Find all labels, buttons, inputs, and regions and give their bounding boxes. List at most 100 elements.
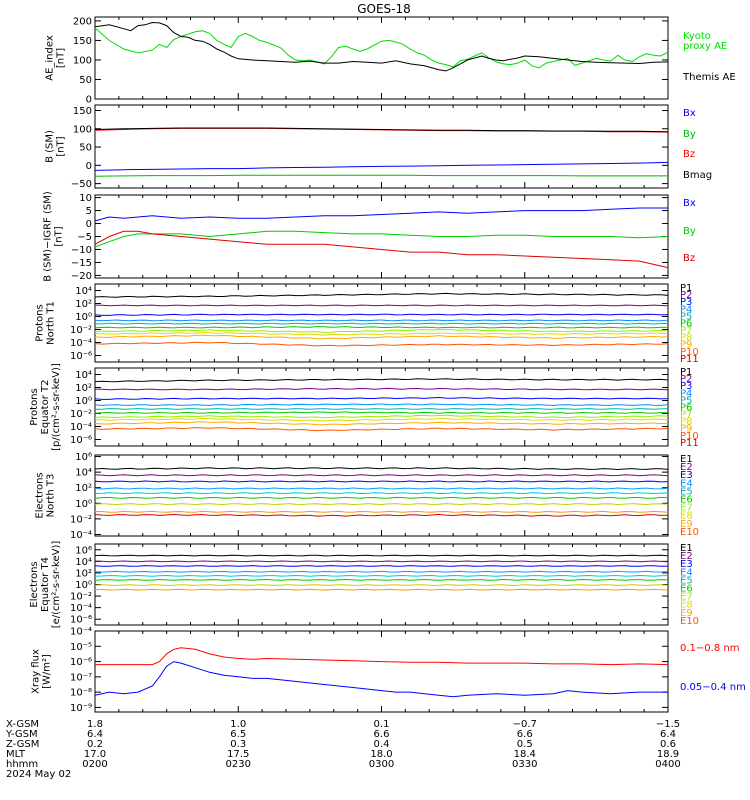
series-line — [94, 496, 669, 499]
y-tick-label: 10⁻² — [70, 409, 92, 420]
y-tick-label: 10⁻² — [70, 514, 92, 525]
y-tick-label: 10⁻⁴ — [70, 603, 92, 614]
footer-value: 17.0 — [84, 749, 106, 760]
footer-value: 0230 — [226, 759, 251, 770]
legend-label: P1 — [680, 367, 692, 378]
series-line — [94, 492, 669, 495]
y-tick-label: 10⁰ — [75, 580, 92, 591]
y-tick-label: 10⁴ — [75, 557, 92, 568]
y-axis-label: Electrons — [29, 561, 40, 607]
panel-5: 10⁴ 10² 10⁰ 10⁻² 10⁻⁴ 10⁻⁶ Protons Equator T2 [p… — [29, 363, 699, 451]
legend-label: E7 — [680, 503, 693, 514]
series-line — [94, 414, 669, 419]
footer-row-label: Z-GSM — [6, 739, 39, 750]
y-tick-label: 10⁶ — [75, 452, 92, 463]
series-line — [94, 503, 669, 506]
y-tick-label: 10⁻⁴ — [70, 530, 92, 541]
y-axis-label: Equator T4 — [40, 557, 51, 612]
legend-label: Bz — [683, 253, 695, 264]
y-axis-label: Protons — [29, 388, 40, 425]
legend-label: E8 — [680, 511, 693, 522]
legend-label: P11 — [680, 438, 699, 449]
legend-label: E6 — [680, 584, 693, 595]
legend-label: P3 — [680, 381, 692, 392]
y-tick-label: 10⁻⁴ — [70, 422, 92, 433]
panel-4: 10⁴ 10² 10⁰ 10⁻² 10⁻⁴ 10⁻⁶ Protons North T1 P1P2… — [35, 283, 699, 365]
legend-label: P6 — [680, 318, 692, 329]
y-tick-label: 10⁻⁷ — [70, 672, 92, 683]
series-line — [94, 328, 669, 333]
series-line — [94, 574, 669, 577]
y-tick-label: 10⁻⁶ — [70, 657, 92, 668]
footer-value: 6.4 — [87, 729, 103, 740]
legend-label: E9 — [680, 608, 693, 619]
footer-row-label: MLT — [6, 749, 26, 760]
footer-value: 18.9 — [657, 749, 679, 760]
y-axis-label: AE_index — [45, 35, 56, 81]
series-line — [94, 411, 669, 414]
series-line — [94, 230, 669, 269]
series-line — [94, 230, 669, 248]
y-axis-label: [nT] — [56, 48, 67, 68]
y-tick-label: −15 — [71, 258, 92, 269]
footer-value: 0200 — [82, 759, 107, 770]
legend-label: E1 — [680, 543, 693, 554]
y-tick-label: 100 — [73, 124, 92, 135]
legend-label: E2 — [680, 462, 693, 473]
legend-label: E4 — [680, 478, 693, 489]
legend-label: Bz — [683, 149, 695, 160]
legend-label: 0.05−0.4 nm — [680, 682, 746, 693]
footer-value: 17.5 — [227, 749, 249, 760]
y-tick-label: 10⁻⁴ — [70, 338, 92, 349]
y-tick-label: 10⁻⁶ — [70, 351, 92, 362]
series-line — [94, 21, 669, 72]
y-tick-label: 10² — [75, 568, 92, 579]
legend-label: P4 — [680, 304, 692, 315]
series-line — [95, 588, 669, 591]
footer-value: −1.5 — [656, 719, 680, 730]
y-tick-label: 10⁻² — [70, 592, 92, 603]
y-axis-label: [W/m²] — [42, 654, 53, 689]
legend-label: E6 — [680, 495, 693, 506]
legend-label: E3 — [680, 470, 693, 481]
series-line — [94, 326, 669, 329]
y-tick-label: 150 — [73, 106, 92, 117]
legend-label: Bx — [683, 198, 696, 209]
y-tick-label: 0 — [86, 161, 92, 172]
footer-value: 18.0 — [370, 749, 392, 760]
y-tick-label: 100 — [73, 55, 92, 66]
legend-label: Kyoto — [683, 31, 711, 42]
series-line — [94, 560, 669, 563]
panel-3: −20 −15 −10 −5 0 5 10 B (SM)−IGRF (SM) [nT] Bx By B… — [43, 191, 696, 282]
legend-label: P3 — [680, 297, 692, 308]
series-line — [94, 313, 669, 316]
legend-label: proxy AE — [683, 41, 727, 52]
series-line — [94, 341, 669, 347]
legend-label: E5 — [680, 486, 693, 497]
legend-label: E5 — [680, 575, 693, 586]
series-line — [94, 570, 669, 573]
footer-row-label: X-GSM — [6, 719, 39, 730]
legend-label: P4 — [680, 388, 692, 399]
footer-value: 0.5 — [517, 739, 533, 750]
series-line — [94, 334, 669, 340]
y-axis-label: [nT] — [56, 136, 67, 156]
y-tick-label: 200 — [73, 16, 92, 27]
y-tick-label: 10² — [75, 383, 92, 394]
legend-label: E4 — [680, 567, 693, 578]
footer-value: 0300 — [369, 759, 394, 770]
series-line — [94, 304, 669, 307]
y-axis-label: [nT] — [54, 226, 65, 246]
legend-label: By — [683, 129, 696, 140]
y-tick-label: 10² — [75, 299, 92, 310]
footer-value: 0.3 — [230, 739, 246, 750]
series-line — [94, 487, 669, 490]
footer-value: 6.6 — [374, 729, 390, 740]
y-tick-label: 10⁰ — [75, 312, 92, 323]
legend-label: E7 — [680, 592, 693, 603]
legend-label: E10 — [680, 527, 699, 538]
series-line — [94, 127, 669, 133]
series-line — [94, 427, 669, 432]
